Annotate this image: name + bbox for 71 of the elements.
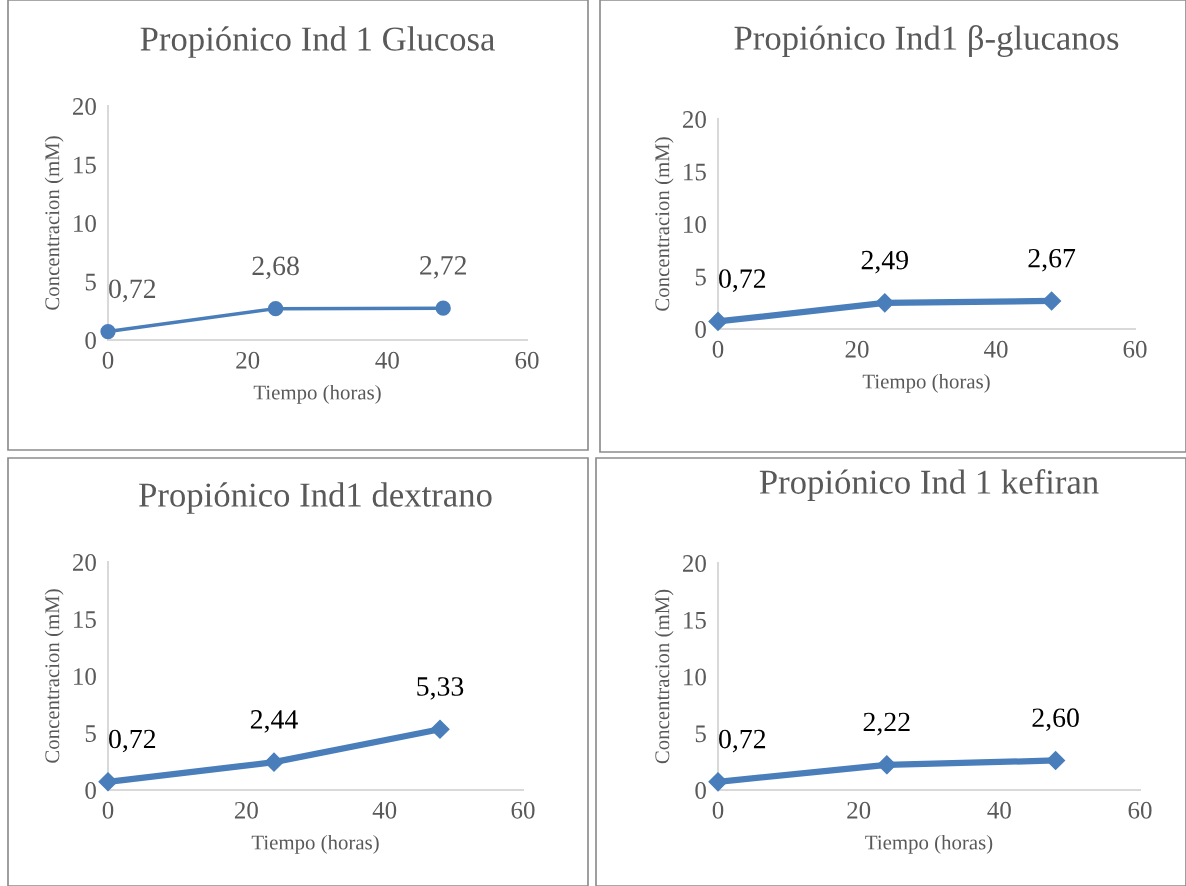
y-axis-title: Concentracion (mM) [44,589,64,763]
x-tick-label: 40 [372,801,397,819]
y-tick-label: 15 [74,611,96,628]
y-tick-label: 15 [684,163,706,181]
y-tick-label: 10 [74,668,96,685]
x-tick-label: 0 [102,801,114,819]
data-label: 0,72 [719,729,766,753]
y-tick-label: 15 [684,611,706,629]
x-axis-title: Tiempo (horas) [862,373,990,393]
y-tick-label: 10 [684,668,706,686]
point [264,752,284,772]
y-tick-label: 10 [74,215,96,232]
x-tick-label: 60 [511,801,535,819]
y-tick-label: 0 [85,782,96,799]
y-tick-label: 20 [682,111,706,128]
y-tick-label: 20 [682,555,706,572]
y-tick-label: 0 [695,782,706,799]
y-axis-title: Concentracion (mM) [44,136,64,310]
data-label: 2,60 [1032,708,1079,732]
y-tick-label: 5 [695,725,706,743]
y-tick-label: 0 [695,321,706,338]
y-tick-label: 5 [85,273,96,291]
x-tick-label: 0 [712,801,724,819]
chart-title: Propiónico Ind 1 Glucosa [140,26,495,58]
data-label: 0,72 [109,729,156,753]
x-tick-label: 40 [987,801,1011,819]
data-label: 2,67 [1028,248,1076,272]
data-label: 2,44 [250,710,298,733]
y-tick-label: 20 [72,554,96,571]
data-label: 0,72 [719,269,766,293]
x-axis-title: Tiempo (horas) [251,834,379,854]
x-tick-label: 0 [102,351,114,369]
point [708,311,728,331]
y-tick-label: 5 [85,725,96,742]
point [708,772,728,792]
y-tick-label: 15 [74,156,96,174]
chart-title: Propiónico Ind1 dextrano [139,482,492,514]
chart-title: Propiónico Ind1 β-glucanos [734,25,1119,58]
x-tick-label: 20 [234,801,258,819]
data-label: 2,68 [252,256,299,280]
x-axis-title: Tiempo (horas) [253,384,381,404]
point [267,301,284,317]
x-tick-label: 40 [375,351,399,369]
point [1042,291,1062,311]
data-label: 5,33 [417,677,464,700]
x-tick-label: 40 [983,340,1008,358]
data-label: 2,72 [420,256,466,279]
x-tick-label: 20 [236,351,260,369]
x-tick-label: 60 [1128,801,1152,819]
y-tick-label: 10 [684,216,706,233]
point [98,772,118,792]
y-tick-label: 5 [695,268,706,286]
point [100,323,116,340]
point [875,293,895,313]
data-label: 0,72 [109,279,156,303]
data-label: 2,22 [863,712,910,736]
x-axis-title: Tiempo (horas) [865,834,993,854]
x-tick-label: 60 [1123,340,1147,358]
x-tick-label: 0 [712,340,724,358]
x-tick-label: 60 [515,351,539,369]
point [435,300,451,316]
x-tick-label: 20 [847,801,871,819]
y-tick-label: 20 [72,98,96,115]
chart-title: Propiónico Ind 1 kefiran [759,469,1099,501]
data-label: 2,49 [861,250,908,274]
point [877,755,897,775]
y-axis-title: Concentracion (mM) [654,589,674,764]
y-axis-title: Concentracion (mM) [654,137,674,311]
point [430,719,450,739]
x-tick-label: 20 [845,340,869,358]
point [1046,750,1066,771]
